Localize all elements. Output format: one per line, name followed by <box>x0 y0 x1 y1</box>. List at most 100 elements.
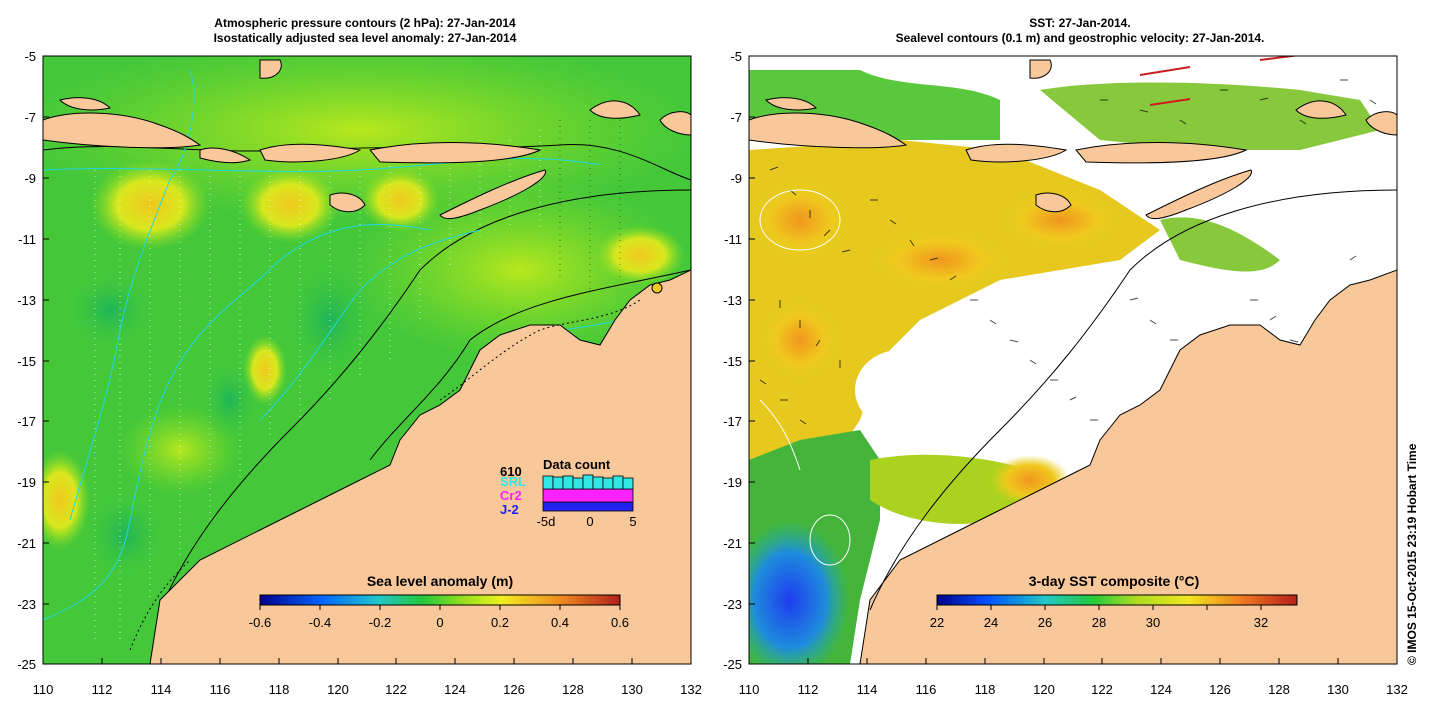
left-map-panel: Sea level anomaly (m) -0.6 -0.4 -0.2 0 0… <box>42 55 692 665</box>
data-count-axis-tick: 5 <box>629 514 636 529</box>
left-coastline-dots <box>129 299 641 651</box>
lon-tick-label: 118 <box>975 682 996 697</box>
left-colorbar-bar <box>259 594 621 606</box>
lon-tick-label: 122 <box>1091 682 1113 697</box>
left-island-sumbawa <box>259 143 362 163</box>
right-sst-orange-3 <box>760 300 840 380</box>
left-darkgreen-3 <box>200 360 260 440</box>
right-colorbar-tickmarks <box>936 605 1262 610</box>
lon-tick-label: 128 <box>562 682 584 697</box>
sla-tick-label: 0.2 <box>491 615 509 630</box>
data-count-sat-cr2: Cr2 <box>500 488 522 503</box>
sla-tick-label: 0.4 <box>551 615 569 630</box>
data-count-total: 610 <box>500 464 522 479</box>
lon-tick-label: 114 <box>857 682 878 697</box>
sst-tick-label: 30 <box>1146 615 1160 630</box>
lon-tick-label: 116 <box>916 682 937 697</box>
left-colorbar-tickmarks <box>259 605 621 610</box>
left-island-north-2 <box>589 100 641 119</box>
left-lime-band-2 <box>350 180 690 360</box>
right-island-sumbawa <box>965 143 1068 163</box>
left-yellow-anomaly-3 <box>360 168 440 232</box>
lat-tick-label: -21 <box>723 536 742 551</box>
lat-tick-label: -19 <box>723 475 742 490</box>
left-yellow-anomaly-2 <box>240 167 340 243</box>
lat-tick-label: -7 <box>730 110 742 125</box>
right-lat-labels: -5 -7 -9 -11 -13 -15 -17 -19 -21 -23 -25 <box>723 49 742 672</box>
left-island-sumba <box>329 192 366 213</box>
lat-tick-label: -13 <box>17 293 36 308</box>
data-count-sat-srl: SRL <box>500 474 526 489</box>
lon-tick-label: 124 <box>1150 682 1172 697</box>
sla-tick-label: 0 <box>436 615 443 630</box>
right-frame <box>748 55 1398 665</box>
sst-tick-label: 24 <box>984 615 998 630</box>
sst-tick-label: 32 <box>1254 615 1268 630</box>
left-yellow-anomaly-4 <box>595 225 685 285</box>
lon-tick-label: 122 <box>385 682 407 697</box>
right-island-north-4 <box>1029 59 1052 79</box>
lon-tick-label: 132 <box>680 682 702 697</box>
right-colorbar-label: 3-day SST composite (°C) <box>1029 573 1200 589</box>
lat-tick-label: -15 <box>17 354 36 369</box>
left-island-north-3 <box>659 111 691 136</box>
lon-tick-label: 132 <box>1386 682 1408 697</box>
lon-tick-label: 128 <box>1268 682 1290 697</box>
lat-tick-label: -23 <box>17 597 36 612</box>
lat-tick-label: -9 <box>730 171 742 186</box>
lat-tick-label: -11 <box>724 232 742 247</box>
lat-tick-label: -5 <box>730 49 742 64</box>
right-lon-labels: 110 112 114 116 118 120 122 124 126 128 … <box>739 682 1408 697</box>
sst-tick-label: 26 <box>1038 615 1052 630</box>
lon-tick-label: 112 <box>798 682 819 697</box>
left-island-timor <box>439 169 546 220</box>
lon-tick-label: 110 <box>739 682 760 697</box>
right-sst-orange-4 <box>870 230 1010 290</box>
left-island-north-4 <box>259 59 282 79</box>
left-island-flores <box>369 142 542 164</box>
right-title: SST: 27-Jan-2014. Sealevel contours (0.1… <box>800 16 1360 46</box>
lat-tick-label: -21 <box>17 536 36 551</box>
lon-tick-label: 118 <box>269 682 290 697</box>
left-lime-anomaly-7 <box>43 450 90 550</box>
right-sst-green-patches <box>1040 82 1380 150</box>
left-title-line1: Atmospheric pressure contours (2 hPa): 2… <box>214 16 516 30</box>
lat-tick-label: -9 <box>24 171 36 186</box>
lat-tick-label: -11 <box>18 232 36 247</box>
left-lat-labels: -5 -7 -9 -11 -13 -15 -17 -19 -21 -23 -25 <box>17 49 36 672</box>
data-count-axis-tick: -5d <box>537 514 556 529</box>
left-title: Atmospheric pressure contours (2 hPa): 2… <box>190 16 540 46</box>
lon-tick-label: 112 <box>92 682 113 697</box>
right-colorbar: 3-day SST composite (°C) 22 24 26 28 30 … <box>930 573 1298 630</box>
right-colorbar-bar <box>936 594 1298 606</box>
lon-tick-label: 114 <box>151 682 172 697</box>
left-australia-mainland <box>149 269 691 664</box>
right-island-north-1 <box>765 97 818 111</box>
lat-tick-label: -19 <box>17 475 36 490</box>
lat-tick-label: -5 <box>24 49 36 64</box>
data-count-axis-tick: 0 <box>586 514 593 529</box>
sla-tick-label: -0.6 <box>249 615 271 630</box>
left-colorbar: Sea level anomaly (m) -0.6 -0.4 -0.2 0 0… <box>249 573 629 630</box>
left-darkgreen-2 <box>85 490 165 580</box>
right-island-sumba <box>1035 192 1072 213</box>
lon-tick-label: 124 <box>444 682 466 697</box>
lon-tick-label: 130 <box>621 682 643 697</box>
left-landmass <box>43 59 691 664</box>
left-title-line2: Isostatically adjusted sea level anomaly… <box>213 31 517 45</box>
left-island-bali-lombok <box>199 147 252 164</box>
right-sst-orange-1 <box>750 180 850 260</box>
right-island-north-2 <box>1295 100 1347 119</box>
lat-tick-label: -13 <box>723 293 742 308</box>
right-island-java <box>749 112 908 149</box>
sst-tick-label: 22 <box>930 615 944 630</box>
right-landmass <box>749 59 1397 664</box>
data-count-sat-j2: J-2 <box>500 502 519 517</box>
data-count-title: Data count <box>543 457 611 472</box>
sla-tick-label: 0.6 <box>611 615 629 630</box>
right-map-panel: 3-day SST composite (°C) 22 24 26 28 30 … <box>748 55 1398 665</box>
left-darkgreen-4 <box>65 270 155 350</box>
sst-tick-label: 28 <box>1092 615 1106 630</box>
lon-tick-label: 120 <box>327 682 349 697</box>
